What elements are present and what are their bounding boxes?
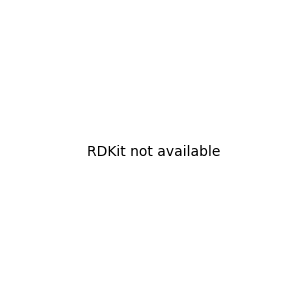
Text: RDKit not available: RDKit not available (87, 145, 220, 158)
